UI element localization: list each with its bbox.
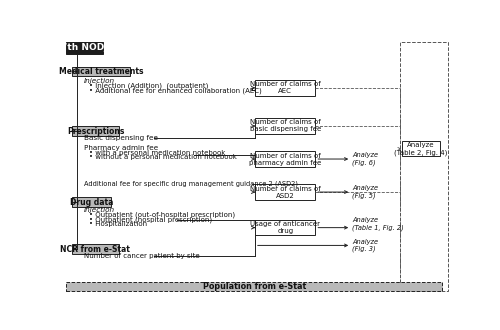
Text: Basic dispensing fee: Basic dispensing fee bbox=[84, 135, 158, 141]
FancyBboxPatch shape bbox=[402, 141, 440, 156]
FancyBboxPatch shape bbox=[256, 80, 316, 95]
FancyBboxPatch shape bbox=[256, 184, 316, 200]
Text: Analyze
(Table 2, Fig. 4): Analyze (Table 2, Fig. 4) bbox=[394, 142, 448, 156]
Text: Prescriptions: Prescriptions bbox=[67, 127, 124, 136]
Text: Medical treatments: Medical treatments bbox=[59, 67, 144, 76]
Text: • Additional fee for enhanced collaboration (AEC): • Additional fee for enhanced collaborat… bbox=[89, 87, 262, 94]
Text: NCR from e-Stat: NCR from e-Stat bbox=[60, 245, 130, 254]
Text: 7th NODJ: 7th NODJ bbox=[62, 44, 108, 52]
Text: Analyze
(Fig. 5): Analyze (Fig. 5) bbox=[352, 185, 378, 199]
FancyBboxPatch shape bbox=[72, 245, 118, 254]
Text: Number of cancer patient by site: Number of cancer patient by site bbox=[84, 253, 200, 259]
Text: • Injection (Addition)  (outpatient): • Injection (Addition) (outpatient) bbox=[89, 82, 208, 89]
Text: Usage of anticancer
drug: Usage of anticancer drug bbox=[250, 221, 320, 234]
FancyBboxPatch shape bbox=[72, 67, 130, 76]
Text: • Outpatient (hospital prescription): • Outpatient (hospital prescription) bbox=[89, 216, 212, 223]
Text: Additional fee for specific drug management guidance 2 (ASD2): Additional fee for specific drug managem… bbox=[84, 181, 298, 187]
Text: Number of claims of
ASD2: Number of claims of ASD2 bbox=[250, 185, 320, 199]
FancyBboxPatch shape bbox=[72, 126, 118, 136]
Text: • Hospitalization: • Hospitalization bbox=[89, 221, 147, 227]
FancyBboxPatch shape bbox=[256, 220, 316, 235]
FancyBboxPatch shape bbox=[66, 281, 442, 291]
Text: Number of claims of
basic dispensing fee: Number of claims of basic dispensing fee bbox=[250, 119, 321, 132]
Text: Number of claims of
AEC: Number of claims of AEC bbox=[250, 82, 320, 94]
Text: • with a personal medication notebook: • with a personal medication notebook bbox=[89, 150, 225, 156]
Text: Number of claims of
pharmacy admin fee: Number of claims of pharmacy admin fee bbox=[249, 152, 322, 166]
Text: Injection: Injection bbox=[84, 207, 115, 214]
Text: • Outpatient (out-of-hospital prescription): • Outpatient (out-of-hospital prescripti… bbox=[89, 212, 235, 218]
Text: Analyze
(Table 1, Fig. 2): Analyze (Table 1, Fig. 2) bbox=[352, 217, 404, 231]
Text: Analyze
(Fig. 6): Analyze (Fig. 6) bbox=[352, 152, 378, 166]
FancyBboxPatch shape bbox=[256, 118, 316, 134]
FancyBboxPatch shape bbox=[256, 151, 316, 167]
Text: Injection: Injection bbox=[84, 78, 115, 84]
Text: Drug data: Drug data bbox=[70, 198, 113, 207]
Text: • without a personal medication notebook: • without a personal medication notebook bbox=[89, 154, 236, 160]
Text: Population from e-Stat: Population from e-Stat bbox=[202, 282, 306, 291]
Text: Analyze
(Fig. 3): Analyze (Fig. 3) bbox=[352, 239, 378, 252]
FancyBboxPatch shape bbox=[66, 42, 103, 53]
FancyBboxPatch shape bbox=[72, 197, 111, 207]
Text: Pharmacy admin fee: Pharmacy admin fee bbox=[84, 145, 158, 151]
